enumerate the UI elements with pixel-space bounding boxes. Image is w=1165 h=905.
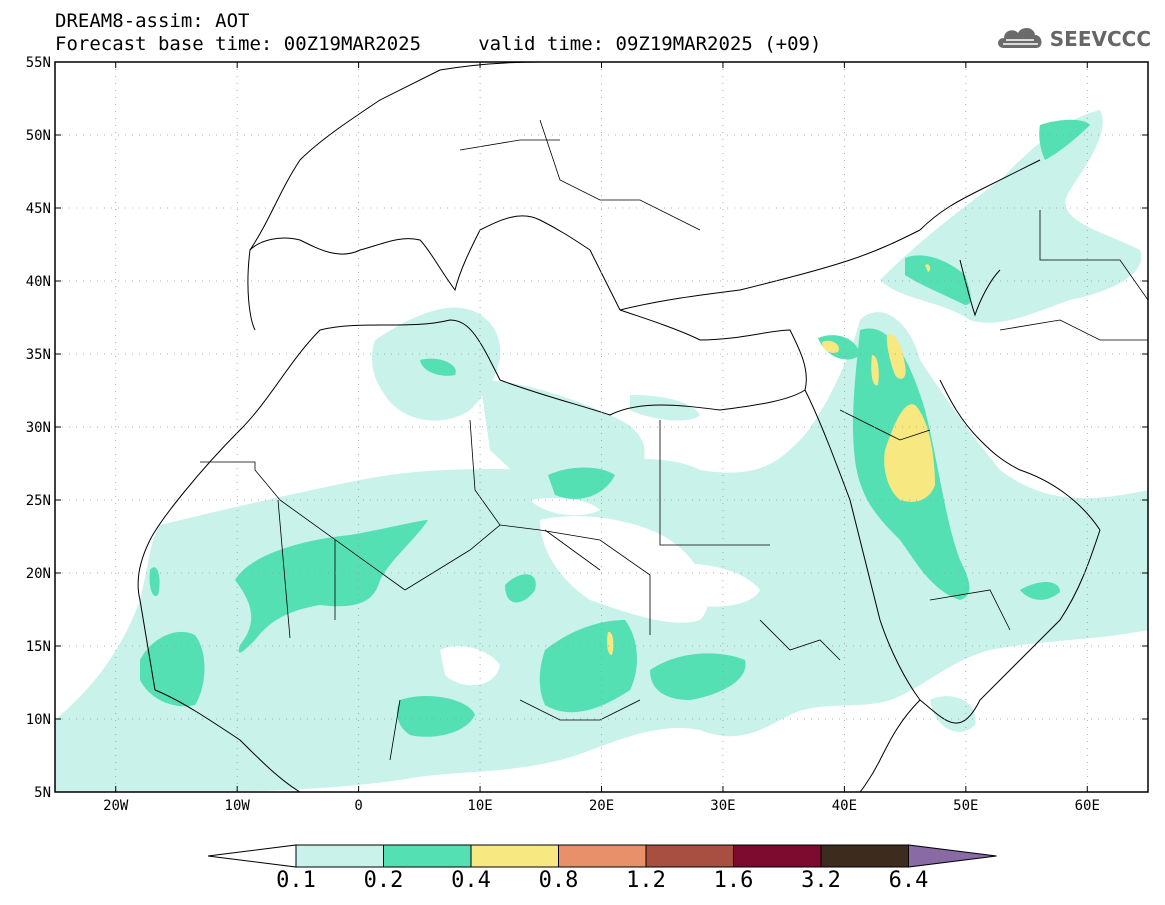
- colorbar-swatch: [295, 844, 384, 868]
- lon-tick-label: 10W: [225, 798, 251, 814]
- lat-tick-label: 25N: [26, 493, 51, 509]
- lat-tick-label: 5N: [34, 785, 51, 801]
- lon-tick-label: 20E: [589, 798, 614, 814]
- forecast-time-line: Forecast base time: 00Z19MAR2025 valid t…: [55, 33, 822, 55]
- lat-tick-label: 55N: [26, 55, 51, 71]
- aot-band-0.4-0.8: [607, 264, 935, 656]
- colorbar-swatch: [470, 844, 559, 868]
- colorbar-label: 3.2: [801, 868, 841, 893]
- lat-tick-label: 40N: [26, 274, 51, 290]
- lon-tick-label: 30E: [710, 798, 735, 814]
- colorbar-label: 0.8: [538, 868, 579, 893]
- lat-tick-label: 50N: [26, 128, 51, 144]
- brand-logo: SEEVCCC: [994, 22, 1151, 56]
- lon-tick-label: 20W: [103, 798, 129, 814]
- map-title: DREAM8-assim: AOT: [55, 10, 250, 32]
- lon-tick-label: 50E: [953, 798, 978, 814]
- lat-tick-label: 10N: [26, 712, 51, 728]
- colorbar-lower-arrow: [207, 844, 297, 868]
- colorbar-label: 0.1: [276, 868, 316, 893]
- lon-tick-label: 0: [354, 798, 362, 814]
- colorbar-swatch: [645, 844, 734, 868]
- brand-text: SEEVCCC: [1049, 27, 1151, 51]
- cloud-logo-icon: [997, 27, 1042, 48]
- lon-tick-label: 60E: [1075, 798, 1100, 814]
- lat-tick-label: 35N: [26, 347, 51, 363]
- colorbar: [207, 844, 997, 868]
- colorbar-label: 1.2: [626, 868, 666, 893]
- colorbar-swatch: [733, 844, 822, 868]
- lat-tick-label: 15N: [26, 639, 51, 655]
- coastlines: [137, 62, 1101, 792]
- colorbar-label: 0.2: [363, 868, 404, 893]
- lon-tick-label: 10E: [467, 798, 492, 814]
- colorbar-swatch: [383, 844, 472, 868]
- lat-tick-label: 45N: [26, 201, 51, 217]
- aot-clear-areas: [440, 498, 760, 686]
- colorbar-swatch: [558, 844, 647, 868]
- colorbar-label: 1.6: [713, 868, 754, 893]
- axis-ticks: 5N 10N 15N 20N 25N 30N 35N 40N 45N 50N 55N 20W 10W 0 1…: [26, 55, 1148, 814]
- colorbar-label: 6.4: [888, 868, 929, 893]
- plot-frame: [54, 61, 1149, 793]
- lat-tick-label: 30N: [26, 420, 51, 436]
- colorbar-label: 0.4: [451, 868, 491, 893]
- lat-lon-grid: [55, 62, 1148, 792]
- colorbar-swatch: [820, 844, 909, 868]
- lon-tick-label: 40E: [832, 798, 857, 814]
- country-borders: [200, 119, 1148, 761]
- colorbar-upper-arrow: [908, 844, 997, 868]
- lat-tick-label: 20N: [26, 566, 51, 582]
